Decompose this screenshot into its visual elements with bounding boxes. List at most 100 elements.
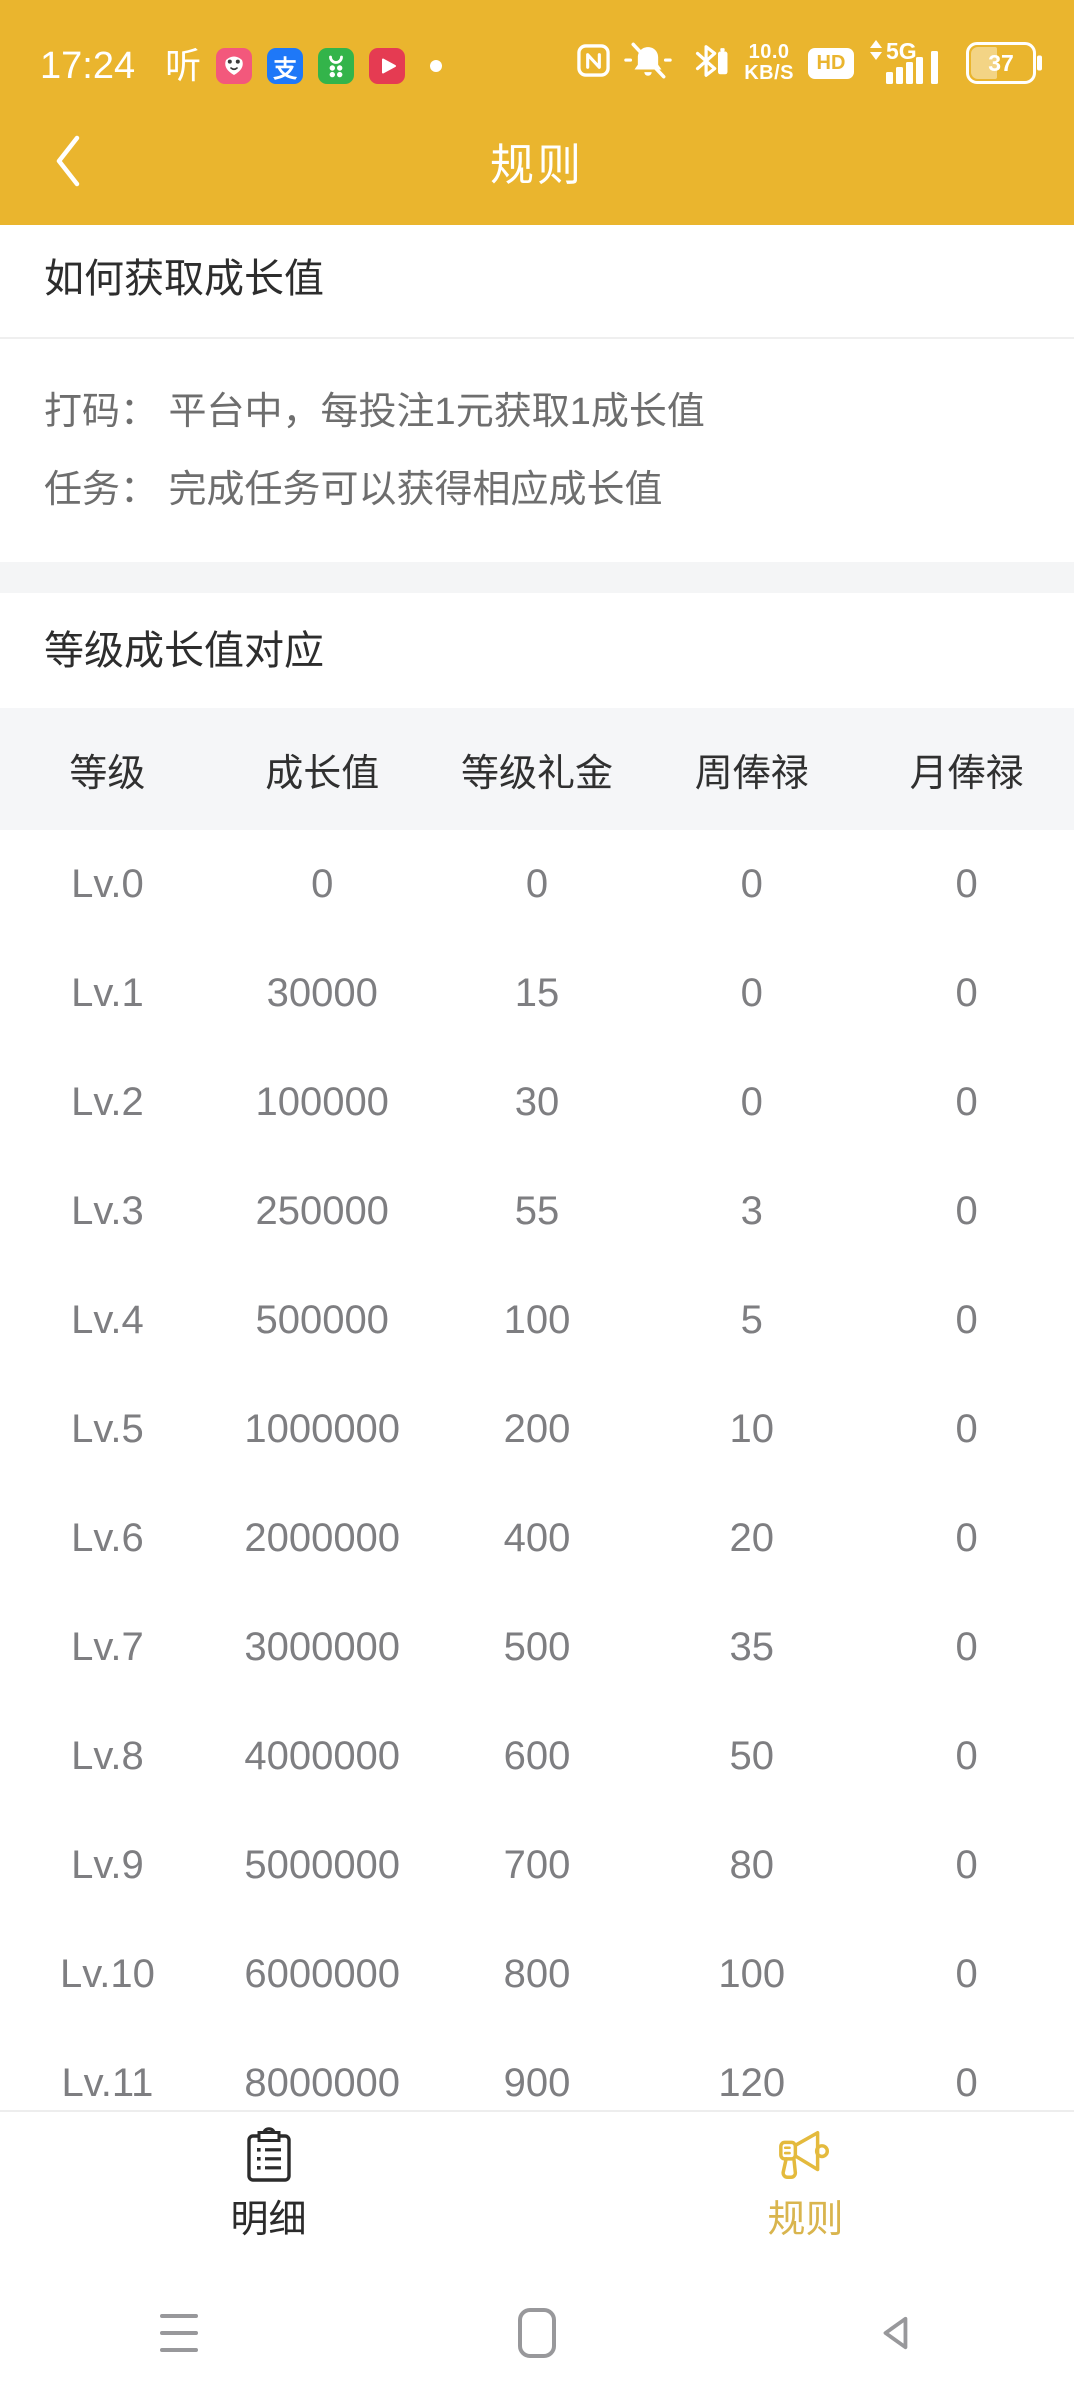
table-row: Lv.4 500000 100 5 0 <box>0 1266 1074 1375</box>
speed-unit: KB/S <box>744 62 794 84</box>
system-nav-bar <box>0 2278 1074 2388</box>
table-row: Lv.11 8000000 900 120 0 <box>0 2029 1074 2138</box>
table-row: Lv.2 100000 30 0 0 <box>0 1048 1074 1157</box>
value-cell: 0 <box>955 1189 978 1233</box>
system-back-button[interactable] <box>716 2278 1074 2388</box>
column-header: 成长值 <box>265 752 380 795</box>
battery-fill <box>971 47 997 79</box>
tab-rules[interactable]: 规则 <box>537 2112 1074 2278</box>
notification-dot-icon <box>430 60 443 72</box>
levels-table-body: Lv.0 0 0 0 0 Lv.1 30000 15 0 0 Lv.2 100000 30 0 0 Lv.3 2… <box>0 830 1074 2138</box>
value-cell: 0 <box>955 1625 978 1669</box>
level-cell: Lv.0 <box>71 862 144 906</box>
table-row: Lv.5 1000000 200 10 0 <box>0 1375 1074 1484</box>
table-row: Lv.8 4000000 600 50 0 <box>0 1702 1074 1811</box>
growth-rule-line: 任务： 完成任务可以获得相应成长值 <box>44 469 663 511</box>
levels-section-header: 等级成长值对应 <box>0 593 1074 675</box>
listen-app-icon: 听 <box>165 45 202 86</box>
megaphone-icon <box>778 2131 829 2180</box>
value-cell: 0 <box>955 1298 978 1342</box>
level-cell: Lv.5 <box>71 1407 144 1451</box>
value-cell: 30000 <box>266 971 378 1015</box>
top-bar: 17:24 听 支 <box>0 0 1074 225</box>
growth-rule-line: 打码： 平台中，每投注1元获取1成长值 <box>44 391 705 433</box>
value-cell: 500000 <box>255 1298 389 1342</box>
value-cell: 5000000 <box>244 1843 401 1887</box>
value-cell: 0 <box>311 862 334 906</box>
page-title: 规则 <box>490 140 584 190</box>
tab-rules-label: 规则 <box>767 2199 844 2241</box>
clock-time: 17:24 <box>40 45 136 87</box>
divider <box>0 337 1074 339</box>
bluetooth-icon <box>686 42 730 85</box>
value-cell: 0 <box>955 1080 978 1124</box>
column-header: 周俸禄 <box>694 752 809 795</box>
value-cell: 0 <box>740 1080 763 1124</box>
level-cell: Lv.10 <box>59 1952 155 1996</box>
tab-details[interactable]: 明细 <box>0 2112 537 2278</box>
app-header: 规则 <box>0 96 1074 225</box>
system-home-button[interactable] <box>358 2278 716 2388</box>
growth-section-title: 如何获取成长值 <box>44 257 324 301</box>
column-header: 月俸禄 <box>909 752 1024 795</box>
value-cell: 0 <box>525 862 549 906</box>
back-triangle-icon <box>883 2316 908 2350</box>
value-cell: 200 <box>503 1407 571 1451</box>
value-cell: 0 <box>955 971 978 1015</box>
table-row: Lv.6 2000000 400 20 0 <box>0 1484 1074 1593</box>
value-cell: 30 <box>514 1080 560 1124</box>
appstore-app-icon <box>318 48 355 84</box>
level-cell: Lv.8 <box>71 1734 144 1778</box>
value-cell: 250000 <box>255 1189 389 1233</box>
value-cell: 500 <box>503 1625 571 1669</box>
mute-bell-icon <box>624 41 672 86</box>
value-cell: 700 <box>503 1843 571 1887</box>
value-cell: 80 <box>729 1843 775 1887</box>
value-cell: 800 <box>503 1952 571 1996</box>
alipay-glyph: 支 <box>273 55 298 83</box>
battery-percent: 37 <box>988 49 1014 76</box>
status-bar: 17:24 听 支 <box>0 0 1074 96</box>
column-header: 等级 <box>69 752 146 795</box>
value-cell: 100 <box>718 1952 786 1996</box>
column-header: 等级礼金 <box>460 752 613 795</box>
status-right-icons: 10.0 KB/S HD 5G <box>577 38 1044 89</box>
table-row: Lv.7 3000000 500 35 0 <box>0 1593 1074 1702</box>
value-cell: 35 <box>729 1625 775 1669</box>
value-cell: 3000000 <box>244 1625 401 1669</box>
back-button[interactable] <box>48 131 88 191</box>
level-cell: Lv.2 <box>71 1080 144 1124</box>
level-cell: Lv.11 <box>61 2061 154 2105</box>
value-cell: 0 <box>955 1734 978 1778</box>
bottom-tab-bar: 明细 规则 <box>0 2110 1074 2278</box>
value-cell: 2000000 <box>244 1516 401 1560</box>
section-separator <box>0 562 1074 593</box>
value-cell: 400 <box>503 1516 571 1560</box>
speed-value: 10.0 <box>748 41 790 63</box>
value-cell: 15 <box>514 971 560 1015</box>
value-cell: 6000000 <box>244 1952 401 1996</box>
growth-info-section: 如何获取成长值 打码： 平台中，每投注1元获取1成长值 任务： 完成任务可以获得… <box>0 225 1074 517</box>
value-cell: 50 <box>729 1734 775 1778</box>
value-cell: 0 <box>740 971 763 1015</box>
level-cell: Lv.6 <box>71 1516 144 1560</box>
value-cell: 5 <box>740 1298 763 1342</box>
tab-details-label: 明细 <box>230 2199 307 2241</box>
level-cell: Lv.3 <box>71 1189 144 1233</box>
value-cell: 10 <box>729 1407 775 1451</box>
hd-badge-icon: HD <box>808 47 854 79</box>
value-cell: 100 <box>503 1298 571 1342</box>
network-speed: 10.0 KB/S <box>744 42 794 84</box>
alipay-app-icon: 支 <box>267 48 304 84</box>
table-row: Lv.9 5000000 700 80 0 <box>0 1811 1074 1920</box>
value-cell: 8000000 <box>244 2061 401 2105</box>
value-cell: 20 <box>729 1516 775 1560</box>
video-app-icon <box>369 48 406 84</box>
signal-5g-icon: 5G <box>868 38 952 89</box>
value-cell: 0 <box>955 862 978 906</box>
table-row: Lv.3 250000 55 3 0 <box>0 1157 1074 1266</box>
system-menu-button[interactable] <box>0 2278 358 2388</box>
level-cell: Lv.7 <box>71 1625 144 1669</box>
value-cell: 0 <box>955 1843 978 1887</box>
